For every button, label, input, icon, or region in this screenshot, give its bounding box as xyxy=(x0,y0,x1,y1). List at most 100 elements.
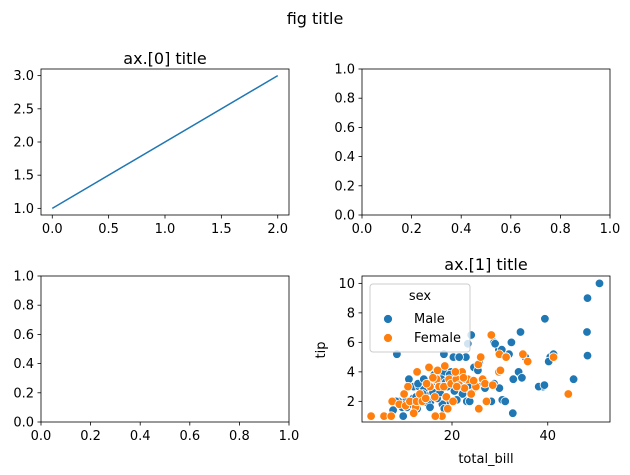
point-female xyxy=(518,349,528,359)
legend-label-female: Female xyxy=(414,331,461,346)
point-female xyxy=(421,393,431,404)
point-female xyxy=(476,352,486,362)
point-female xyxy=(441,392,452,402)
legend-marker-male xyxy=(383,314,393,324)
axes-2: 0.0 0.2 0.4 0.6 0.8 1.0 0.0 0.2 0.4 0.6 0.8 1.0 xyxy=(13,270,299,445)
axes-3-frame xyxy=(361,275,611,423)
x-tick-label: 0.0 xyxy=(352,222,373,237)
point-female xyxy=(424,362,434,373)
figure-suptitle: fig title xyxy=(287,9,344,28)
x-tick-label: 0.8 xyxy=(550,222,571,237)
point-male xyxy=(582,350,593,361)
axes-2-frame xyxy=(40,275,290,423)
point-female xyxy=(466,389,476,399)
x-tick-label: 1.5 xyxy=(211,222,232,237)
point-female xyxy=(548,352,559,362)
y-tick-label: 0.6 xyxy=(13,328,34,343)
legend-marker-female xyxy=(383,333,393,343)
legend: sex Male Female xyxy=(369,283,471,353)
y-tick-label: 4 xyxy=(347,365,355,380)
ax3-ylabel: tip xyxy=(314,342,329,359)
axes-3-data xyxy=(366,278,605,421)
point-female xyxy=(430,411,441,421)
axes-1-frame xyxy=(361,68,611,216)
y-tick-label: 0.0 xyxy=(13,416,34,431)
point-male xyxy=(398,411,408,421)
point-female xyxy=(443,404,453,414)
y-tick-label: 8 xyxy=(347,306,355,321)
point-female xyxy=(523,356,533,367)
x-tick-label: 1.0 xyxy=(600,222,621,237)
point-female xyxy=(403,381,413,392)
point-male xyxy=(506,337,517,348)
y-tick-label: 0.2 xyxy=(13,386,34,401)
point-male xyxy=(582,327,592,337)
x-tick-label: 0.6 xyxy=(500,222,521,237)
point-male xyxy=(568,374,579,384)
point-male xyxy=(594,278,605,289)
point-female xyxy=(386,411,396,421)
y-tick-label: 2.0 xyxy=(13,136,34,151)
y-tick-label: 10 xyxy=(338,277,355,292)
y-tick-label: 0.0 xyxy=(334,209,355,224)
x-tick-label: 0.4 xyxy=(451,222,472,237)
point-male xyxy=(425,402,435,413)
x-tick-label: 0.0 xyxy=(42,222,63,237)
y-tick-label: 0.8 xyxy=(334,92,355,107)
point-female xyxy=(495,365,506,376)
y-tick-label: 0.6 xyxy=(334,121,355,136)
legend-label-male: Male xyxy=(414,312,445,327)
y-tick-label: 3.0 xyxy=(13,69,34,84)
axes-3: 20 40 2 4 6 8 10 xyxy=(338,275,611,444)
x-tick-label: 0.2 xyxy=(80,429,101,444)
x-tick-label: 0.8 xyxy=(229,429,250,444)
line-series xyxy=(51,74,279,210)
y-tick-label: 2 xyxy=(347,395,355,410)
point-female xyxy=(488,380,498,390)
x-tick-label: 20 xyxy=(444,429,461,444)
axes-0-data xyxy=(51,74,279,210)
point-male xyxy=(515,327,526,337)
point-male xyxy=(582,293,593,303)
point-female xyxy=(458,373,469,383)
point-female xyxy=(432,365,443,376)
x-tick-label: 2.0 xyxy=(267,222,288,237)
point-female xyxy=(468,376,479,386)
y-tick-label: 0.8 xyxy=(13,299,34,314)
point-female xyxy=(366,411,376,421)
point-male xyxy=(454,352,464,362)
y-tick-label: 1.0 xyxy=(13,270,34,285)
legend-title: sex xyxy=(409,289,432,304)
axes-0: 0.0 0.5 1.0 1.5 2.0 1.0 1.5 2.0 2.5 3.0 xyxy=(13,68,290,237)
point-female xyxy=(486,330,497,340)
point-female xyxy=(421,379,432,389)
y-tick-label: 0.4 xyxy=(13,357,34,372)
point-female xyxy=(412,367,422,377)
point-female xyxy=(399,389,409,399)
x-tick-label: 40 xyxy=(539,429,556,444)
point-female xyxy=(450,367,461,377)
point-female xyxy=(448,396,458,407)
point-female xyxy=(474,404,484,414)
ax3-xlabel: total_bill xyxy=(458,452,513,467)
point-male xyxy=(539,380,550,390)
point-female xyxy=(480,379,490,389)
point-female xyxy=(409,408,419,418)
point-male xyxy=(500,396,510,407)
y-tick-label: 1.0 xyxy=(13,202,34,217)
legend-box xyxy=(369,283,471,353)
point-male xyxy=(508,408,518,418)
point-female xyxy=(481,396,492,407)
point-male xyxy=(517,373,527,383)
x-tick-label: 0.5 xyxy=(98,222,119,237)
ax3-title: ax.[1] title xyxy=(444,255,527,274)
point-female xyxy=(501,352,511,362)
point-male xyxy=(490,339,500,349)
y-tick-label: 1.0 xyxy=(334,63,355,78)
y-tick-label: 0.4 xyxy=(334,150,355,165)
point-female xyxy=(428,373,438,383)
point-female xyxy=(430,392,440,402)
ax0-title: ax.[0] title xyxy=(123,49,206,68)
